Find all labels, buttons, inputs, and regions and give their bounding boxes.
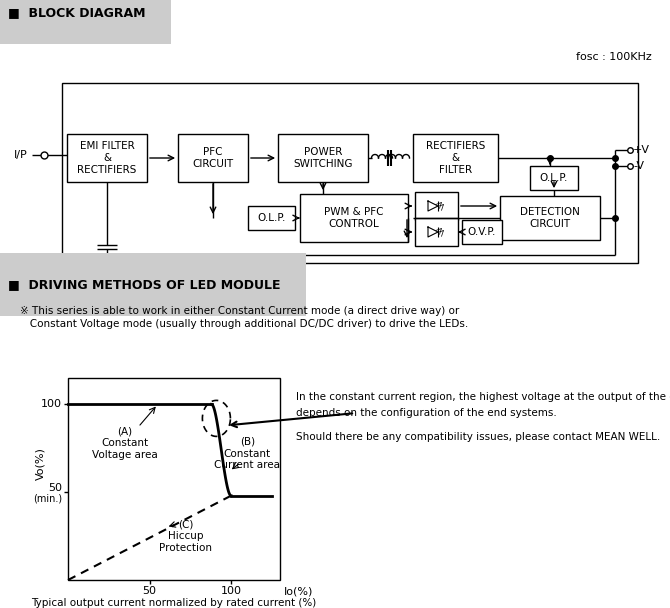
- Text: 50: 50: [48, 483, 62, 493]
- Bar: [413, 134, 498, 182]
- Bar: [300, 194, 408, 242]
- Bar: [462, 220, 502, 244]
- Text: ■  DRIVING METHODS OF LED MODULE: ■ DRIVING METHODS OF LED MODULE: [8, 278, 281, 291]
- Bar: [278, 134, 368, 182]
- Text: (B)
Constant
Current area: (B) Constant Current area: [214, 437, 280, 470]
- Text: 50: 50: [143, 586, 157, 596]
- Text: Constant Voltage mode (usually through additional DC/DC driver) to drive the LED: Constant Voltage mode (usually through a…: [20, 319, 468, 329]
- Text: POWER
SWITCHING: POWER SWITCHING: [293, 147, 352, 169]
- Text: 100: 100: [220, 586, 242, 596]
- Text: PFC
CIRCUIT: PFC CIRCUIT: [192, 147, 234, 169]
- Text: O.L.P.: O.L.P.: [540, 173, 568, 183]
- Text: RECTIFIERS
&
FILTER: RECTIFIERS & FILTER: [426, 142, 485, 174]
- Text: O.L.P.: O.L.P.: [257, 213, 285, 223]
- Text: -V: -V: [633, 161, 644, 171]
- Text: Io(%): Io(%): [284, 586, 314, 596]
- Bar: [62, 83, 638, 263]
- Text: Vo(%): Vo(%): [35, 447, 45, 480]
- Bar: [178, 134, 248, 182]
- Text: 100: 100: [41, 399, 62, 409]
- Text: ■  BLOCK DIAGRAM: ■ BLOCK DIAGRAM: [8, 6, 145, 19]
- Bar: [415, 192, 458, 220]
- Text: depends on the configuration of the end systems.: depends on the configuration of the end …: [296, 408, 557, 418]
- Bar: [415, 218, 458, 246]
- Text: DETECTION
CIRCUIT: DETECTION CIRCUIT: [520, 207, 580, 229]
- Text: PWM & PFC
CONTROL: PWM & PFC CONTROL: [324, 207, 384, 229]
- Text: In the constant current region, the highest voltage at the output of the driver: In the constant current region, the high…: [296, 392, 670, 402]
- Text: ※ This series is able to work in either Constant Current mode (a direct drive wa: ※ This series is able to work in either …: [20, 306, 459, 316]
- Text: (min.): (min.): [33, 493, 62, 503]
- Text: O.V.P.: O.V.P.: [468, 227, 496, 237]
- Text: +V: +V: [633, 145, 650, 155]
- Text: fosc : 100KHz: fosc : 100KHz: [576, 52, 652, 62]
- Text: (C)
Hiccup
Protection: (C) Hiccup Protection: [159, 519, 212, 553]
- Text: Typical output current normalized by rated current (%): Typical output current normalized by rat…: [31, 598, 317, 608]
- Text: EMI FILTER
&
RECTIFIERS: EMI FILTER & RECTIFIERS: [77, 142, 137, 174]
- Bar: [500, 196, 600, 240]
- Text: (A)
Constant
Voltage area: (A) Constant Voltage area: [92, 426, 158, 460]
- Text: I/P: I/P: [14, 150, 27, 160]
- Bar: [248, 206, 295, 230]
- Bar: [530, 166, 578, 190]
- Bar: [67, 134, 147, 182]
- Bar: [68, 378, 280, 580]
- Text: Should there be any compatibility issues, please contact MEAN WELL.: Should there be any compatibility issues…: [296, 432, 660, 442]
